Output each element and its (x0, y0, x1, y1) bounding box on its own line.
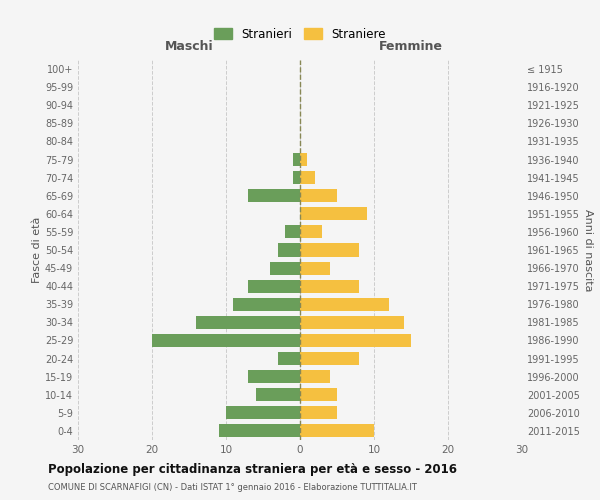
Bar (196, 316, 300, 329)
Bar (233, 298, 300, 311)
Legend: Stranieri, Straniere: Stranieri, Straniere (211, 24, 389, 44)
Bar (300, 208, 367, 220)
Bar (300, 334, 411, 347)
Bar (226, 406, 300, 420)
Bar (278, 244, 300, 256)
Bar (300, 388, 337, 402)
Y-axis label: Anni di nascita: Anni di nascita (583, 209, 593, 291)
Bar (278, 352, 300, 365)
Bar (300, 298, 389, 311)
Bar (300, 171, 315, 184)
Bar (152, 334, 300, 347)
Bar (218, 424, 300, 438)
Text: Maschi: Maschi (164, 40, 214, 53)
Bar (285, 226, 300, 238)
Bar (300, 244, 359, 256)
Bar (248, 280, 300, 292)
Bar (300, 352, 359, 365)
Bar (300, 280, 359, 292)
Y-axis label: Fasce di età: Fasce di età (32, 217, 42, 283)
Bar (248, 189, 300, 202)
Text: Femmine: Femmine (379, 40, 443, 53)
Bar (300, 316, 404, 329)
Bar (300, 406, 337, 420)
Text: COMUNE DI SCARNAFIGI (CN) - Dati ISTAT 1° gennaio 2016 - Elaborazione TUTTITALIA: COMUNE DI SCARNAFIGI (CN) - Dati ISTAT 1… (48, 484, 417, 492)
Text: Popolazione per cittadinanza straniera per età e sesso - 2016: Popolazione per cittadinanza straniera p… (48, 462, 457, 475)
Bar (300, 370, 329, 383)
Bar (293, 153, 300, 166)
Bar (300, 189, 337, 202)
Bar (293, 171, 300, 184)
Bar (256, 388, 300, 402)
Bar (271, 262, 300, 274)
Bar (300, 153, 307, 166)
Bar (248, 370, 300, 383)
Bar (300, 262, 329, 274)
Bar (300, 226, 322, 238)
Bar (300, 424, 374, 438)
